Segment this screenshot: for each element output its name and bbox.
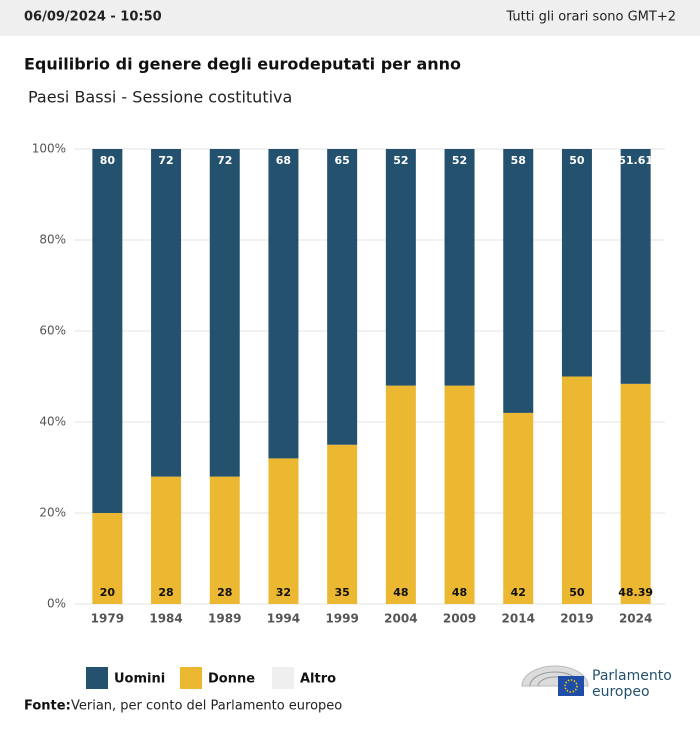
source: Verian, per conto del Parlamento europeo [71,699,342,714]
bar-segment [327,444,358,604]
y-tick-label: 0% [47,597,66,611]
y-tick-label: 40% [39,415,66,429]
data-label: 51.61 [618,154,653,167]
bar-segment [503,149,534,413]
data-label: 20 [100,586,116,599]
y-tick-label: 60% [39,324,66,338]
bar-segment [151,476,182,604]
x-tick-label: 2024 [619,612,652,626]
timezone: Tutti gli orari sono GMT+2 [505,10,676,25]
data-label: 72 [217,154,232,167]
data-label: 48 [452,586,467,599]
bar-segment [503,412,534,604]
x-tick-label: 2009 [443,612,476,626]
data-label: 48 [393,586,408,599]
x-tick-label: 2019 [560,612,593,626]
legend-label: Donne [208,672,255,687]
header-bar [0,0,700,36]
logo: Parlamento europeo [521,665,672,700]
logo-text: europeo [592,684,650,700]
data-label: 50 [569,586,585,599]
logo-flag [558,676,584,696]
bar-segment [92,149,123,513]
bar-segment [444,385,475,604]
bar-segment [620,149,651,384]
y-tick-label: 20% [39,506,66,520]
bar-segment [385,149,416,386]
data-label: 50 [569,154,585,167]
data-label: 65 [334,154,349,167]
x-tick-label: 1994 [267,612,300,626]
bar-segment [620,383,651,604]
x-tick-label: 1984 [149,612,182,626]
bar-segment [561,149,592,377]
data-label: 32 [276,586,291,599]
x-tick-label: 1989 [208,612,241,626]
data-label: 42 [511,586,526,599]
data-label: 35 [334,586,349,599]
logo-stars [564,679,578,693]
data-label: 28 [217,586,232,599]
x-tick-label: 2004 [384,612,417,626]
bar-segment [268,458,299,604]
y-tick-label: 80% [39,233,66,247]
data-label: 72 [158,154,173,167]
legend-swatch [180,667,202,689]
logo-text: Parlamento [592,668,672,684]
x-tick-label: 1979 [91,612,124,626]
data-label: 58 [511,154,526,167]
legend-label: Altro [300,672,336,687]
legend-swatch [272,667,294,689]
source-label: Fonte: [24,699,71,714]
bar-segment [209,149,240,477]
bar-segment [385,385,416,604]
bar-segment [209,476,240,604]
data-label: 80 [100,154,116,167]
timestamp: 06/09/2024 - 10:50 [24,10,162,25]
data-label: 68 [276,154,291,167]
data-label: 52 [452,154,467,167]
legend-label: Uomini [114,672,165,687]
bar-segment [561,376,592,604]
chart-subtitle: Paesi Bassi - Sessione costitutiva [28,88,292,107]
x-tick-label: 1999 [325,612,358,626]
bar-segment [151,149,182,477]
chart-title: Equilibrio di genere degli eurodeputati … [24,55,461,74]
data-label: 52 [393,154,408,167]
legend-swatch [86,667,108,689]
bar-segment [268,149,299,459]
bar-segment [92,513,123,604]
x-tick-label: 2014 [502,612,535,626]
y-tick-label: 100% [32,142,66,156]
bar-segment [327,149,358,445]
bar-segment [444,149,475,386]
data-label: 28 [158,586,173,599]
data-label: 48.39 [618,586,653,599]
